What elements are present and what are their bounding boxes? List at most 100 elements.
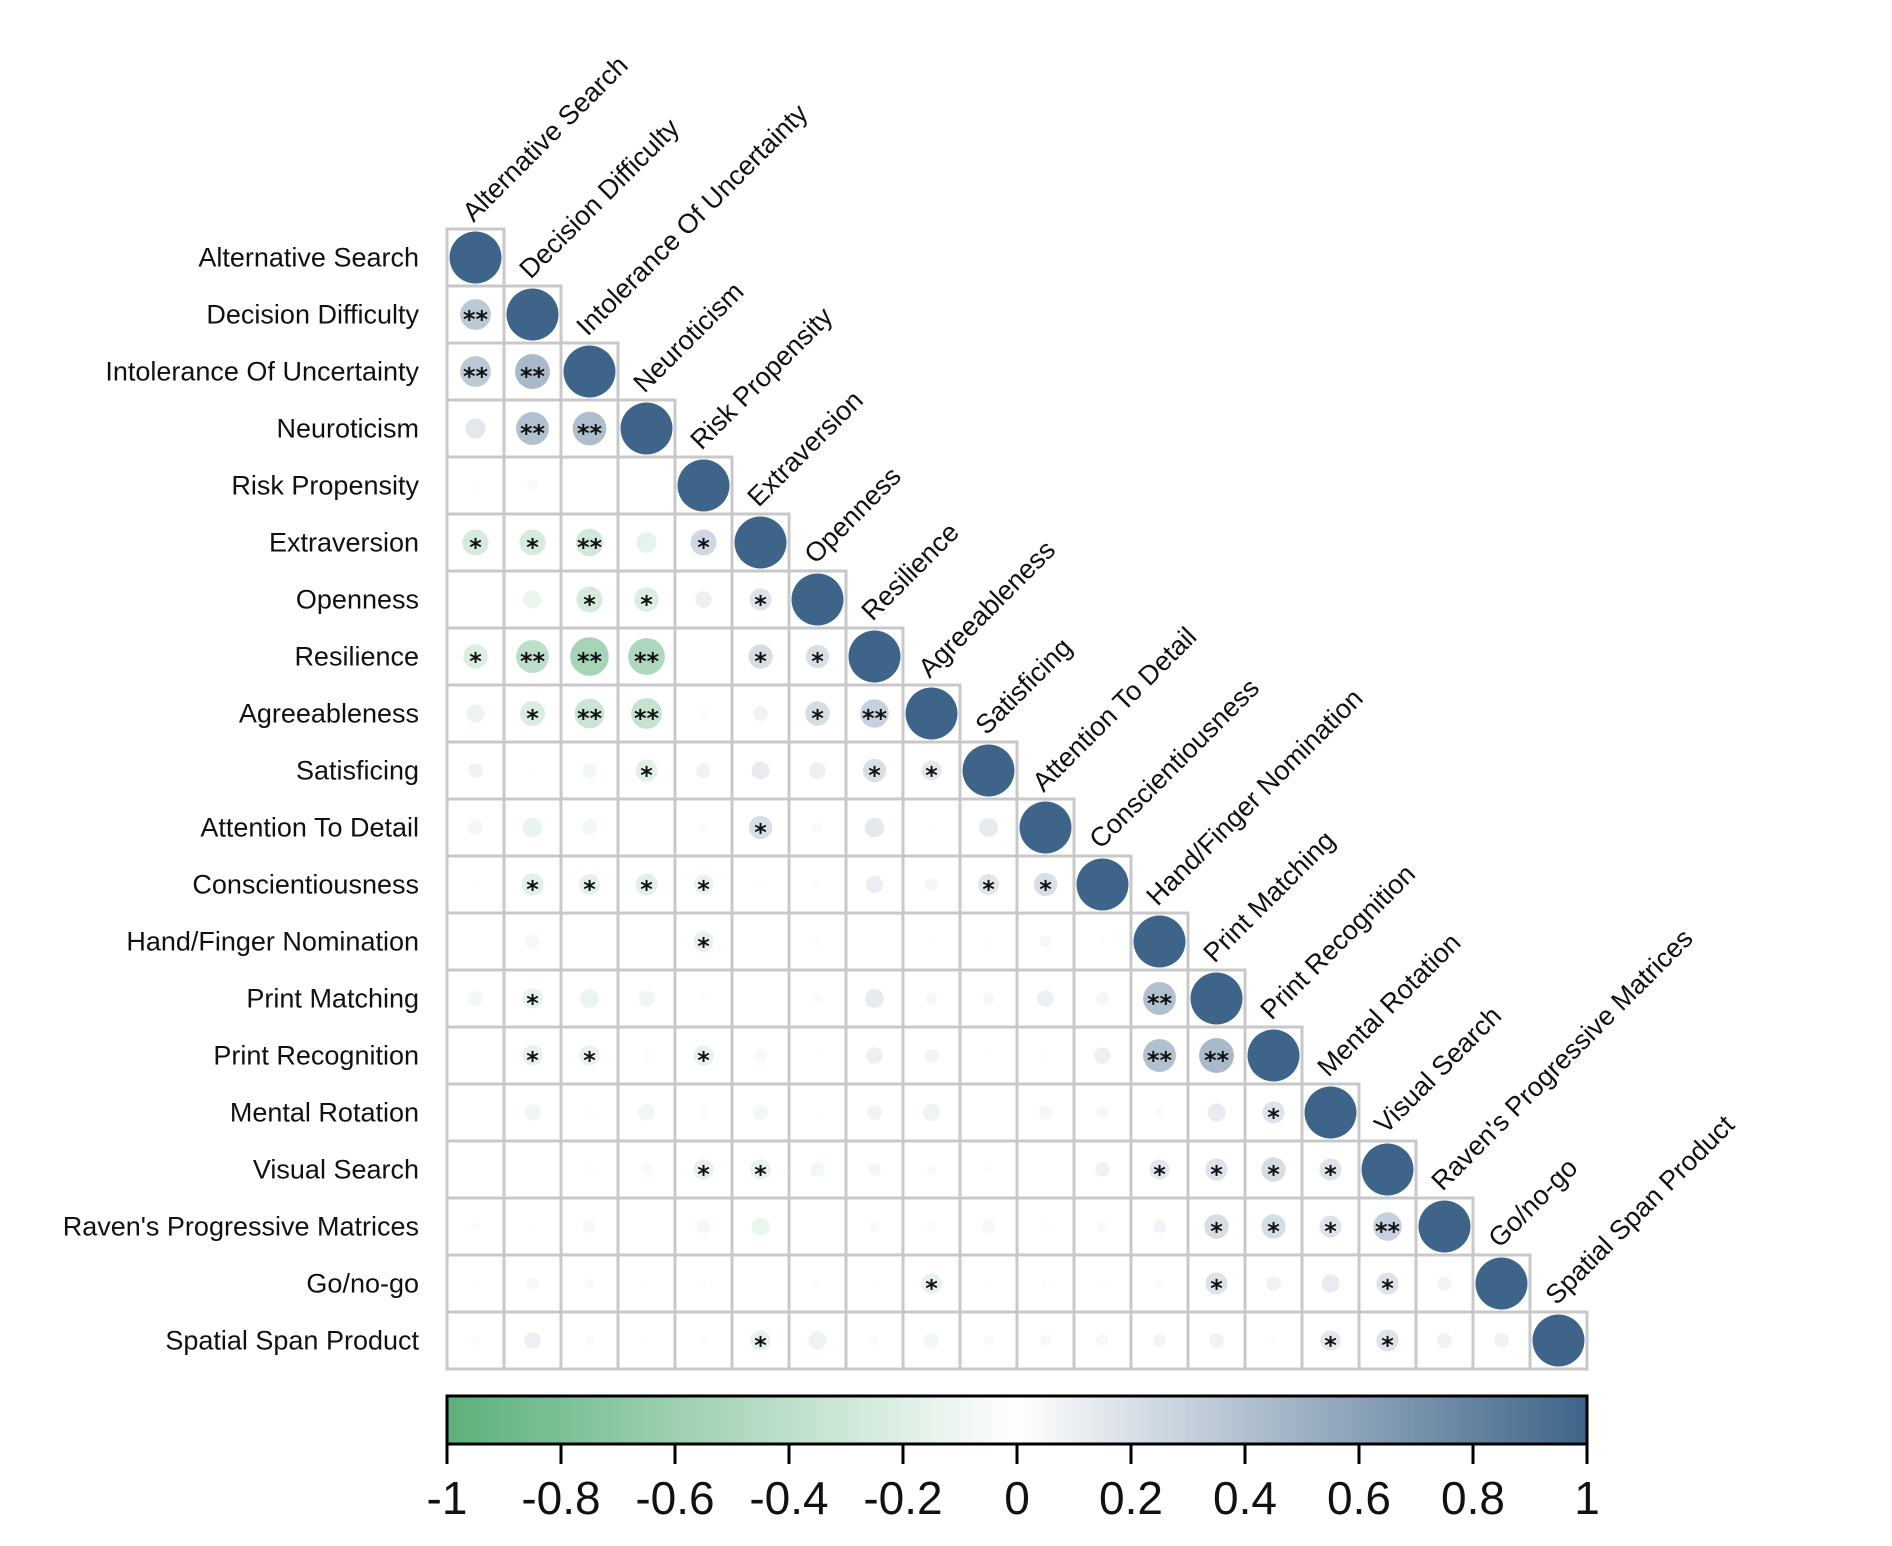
correlation-circle (520, 701, 545, 726)
column-label: Openness (799, 461, 907, 569)
correlation-circle (1437, 1333, 1452, 1348)
significance-marker: ** (577, 534, 603, 562)
correlation-circle (978, 874, 999, 895)
correlation-circle (698, 1107, 709, 1118)
correlation-circle (579, 1045, 600, 1066)
correlation-circle (1133, 915, 1186, 968)
correlation-circle (460, 299, 491, 330)
matrix-cell (844, 911, 905, 972)
significance-marker: ** (520, 420, 546, 448)
correlation-circle (1143, 982, 1176, 1015)
correlation-circle (1261, 1214, 1286, 1239)
correlation-circle (586, 938, 593, 945)
correlation-circle (860, 699, 889, 728)
correlation-circle (1038, 1105, 1053, 1120)
significance-marker: * (526, 534, 539, 562)
correlation-circle (472, 881, 479, 888)
matrix-cell (787, 1196, 848, 1257)
correlation-circle (472, 1052, 479, 1059)
correlation-circle (757, 881, 764, 888)
correlation-circle (753, 1105, 768, 1120)
correlation-circle (643, 482, 650, 489)
correlation-circle (465, 418, 486, 439)
correlation-circle (865, 989, 884, 1008)
correlation-circle (1266, 1276, 1281, 1291)
correlation-circle (1205, 1158, 1228, 1181)
correlation-circle (575, 528, 604, 557)
significance-marker: * (982, 876, 995, 904)
significance-marker: ** (577, 648, 603, 676)
matrix-cell (502, 398, 563, 459)
correlation-circle (693, 931, 714, 952)
correlation-circle (572, 411, 607, 446)
correlation-circle (528, 1222, 537, 1231)
correlation-circle (643, 1337, 650, 1344)
matrix-cell (730, 1253, 791, 1314)
correlation-circle (635, 759, 658, 782)
correlation-circle (814, 1052, 821, 1059)
correlation-circle (1095, 1162, 1110, 1177)
column-label: Go/no-go (1483, 1152, 1584, 1253)
significance-marker: ** (634, 648, 660, 676)
row-label: Raven's Progressive Matrices (63, 1212, 419, 1242)
correlation-circle (522, 1045, 543, 1066)
correlation-circle (582, 763, 597, 778)
correlation-circle (468, 991, 483, 1006)
significance-marker: * (469, 648, 482, 676)
correlation-circle (985, 1052, 992, 1059)
correlation-circle (750, 1330, 771, 1351)
correlation-circle (921, 1273, 942, 1294)
matrix-cell (502, 911, 563, 972)
correlation-circle (524, 1332, 541, 1349)
correlation-circle (1320, 1330, 1341, 1351)
correlation-circle (928, 938, 935, 945)
correlation-circle (506, 288, 559, 341)
row-label: Agreeableness (239, 699, 419, 729)
correlation-circle (862, 758, 887, 783)
correlation-circle (1494, 1333, 1509, 1348)
correlation-circle (1262, 1101, 1285, 1124)
correlation-circle (984, 1165, 993, 1174)
significance-marker: * (640, 876, 653, 904)
correlation-circle (867, 1105, 882, 1120)
correlation-circle (516, 640, 549, 673)
correlation-circle (643, 1223, 650, 1230)
correlation-circle (643, 824, 650, 831)
correlation-circle (905, 687, 958, 740)
correlation-circle (620, 402, 673, 455)
correlation-circle (1199, 1038, 1234, 1073)
row-label: Mental Rotation (230, 1098, 419, 1128)
correlation-circle (983, 936, 994, 947)
row-label: Neuroticism (276, 414, 419, 444)
correlation-circle (1098, 1279, 1107, 1288)
correlation-circle (643, 1280, 650, 1287)
row-label: Go/no-go (306, 1269, 419, 1299)
column-label: Satisficing (970, 632, 1078, 740)
significance-marker: * (526, 1047, 539, 1075)
correlation-circle (1042, 1166, 1049, 1173)
correlation-circle (696, 1219, 711, 1234)
correlation-circle (1019, 801, 1072, 854)
significance-marker: * (1381, 1332, 1394, 1360)
significance-marker: * (583, 591, 596, 619)
correlation-circle (1209, 1333, 1224, 1348)
correlation-circle (576, 586, 603, 613)
significance-marker: ** (577, 420, 603, 448)
row-label: Resilience (294, 642, 419, 672)
correlation-circle (631, 698, 662, 729)
correlation-circle (1261, 1157, 1286, 1182)
correlation-circle (848, 630, 901, 683)
colorbar-tick-label: -0.8 (521, 1472, 600, 1524)
correlation-circle (524, 1104, 541, 1121)
correlation-circle (868, 1163, 881, 1176)
correlation-circle (751, 761, 770, 780)
correlation-circle (579, 874, 600, 895)
correlation-circle (791, 573, 844, 626)
correlation-circle (962, 744, 1015, 797)
significance-marker: * (1324, 1332, 1337, 1360)
correlation-circle (924, 1048, 939, 1063)
correlation-circle (749, 588, 772, 611)
row-label: Print Recognition (213, 1041, 419, 1071)
correlation-circle (1152, 1219, 1167, 1234)
significance-marker: ** (1147, 1047, 1173, 1075)
